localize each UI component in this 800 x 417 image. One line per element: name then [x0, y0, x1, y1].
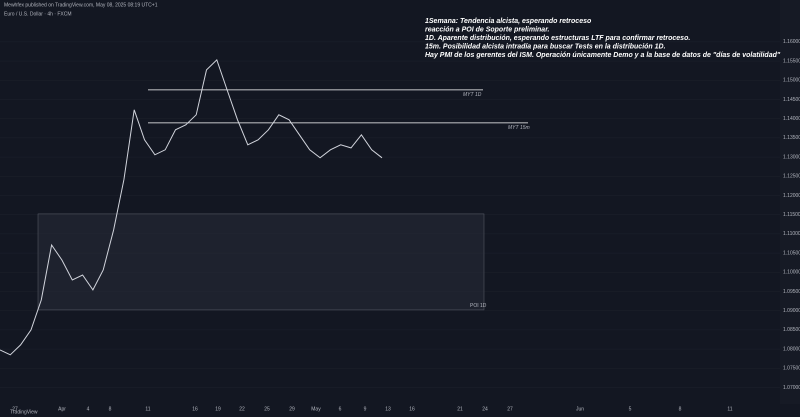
y-tick-label: 1.14000	[783, 116, 800, 122]
x-tick-label: 22	[239, 406, 245, 412]
level-label: MYT 1D	[463, 92, 482, 98]
x-tick-label: Jun	[576, 406, 584, 412]
x-tick-label: 8	[109, 406, 112, 412]
x-tick-label: 9	[364, 406, 367, 412]
y-tick-label: 1.14500	[783, 97, 800, 103]
y-tick-label: 1.07000	[783, 385, 800, 391]
level-label: MYT 15m	[508, 125, 530, 131]
y-tick-label: 1.08500	[783, 327, 800, 333]
y-tick-label: 1.15500	[783, 58, 800, 64]
x-tick-label: 25	[264, 406, 270, 412]
x-tick-label: May	[311, 406, 321, 412]
x-tick-label: 4	[87, 406, 90, 412]
x-tick-label: 8	[679, 406, 682, 412]
x-tick-label: 21	[457, 406, 463, 412]
annotation-line: reacción a POI de Soporte preliminar.	[425, 26, 550, 33]
y-tick-label: 1.12000	[783, 193, 800, 199]
zone-label: POI 1D	[470, 303, 487, 309]
y-tick-label: 1.16000	[783, 39, 800, 45]
x-tick-label: 11	[145, 406, 150, 412]
x-tick-label: 16	[409, 406, 415, 412]
published: Mewhfex published on TradingView.com, Ma…	[4, 2, 158, 8]
y-tick-label: 1.12500	[783, 174, 800, 180]
y-tick-label: 1.08000	[783, 346, 800, 352]
y-tick-label: 1.11500	[783, 212, 800, 218]
x-tick-label: 19	[215, 406, 221, 412]
x-tick-label: 11	[727, 406, 732, 412]
y-tick-label: 1.11000	[783, 231, 800, 237]
x-tick-label: Apr	[58, 406, 66, 412]
x-tick-label: 13	[385, 406, 391, 412]
x-tick-label: 5	[629, 406, 632, 412]
poi-zone	[37, 213, 485, 311]
x-tick-label: 27	[12, 406, 18, 412]
y-tick-label: 1.15000	[783, 78, 800, 84]
x-tick-label: 29	[289, 406, 295, 412]
symbol: Euro / U.S. Dollar · 4h · FXCM	[4, 11, 72, 17]
x-tick-label: 24	[482, 406, 488, 412]
y-tick-label: 1.10000	[783, 270, 800, 276]
price-axis	[780, 0, 800, 404]
y-tick-label: 1.10500	[783, 250, 800, 256]
y-tick-label: 1.09500	[783, 289, 800, 295]
annotation-line: 1D. Aparente distribución, esperando est…	[425, 35, 690, 42]
y-tick-label: 1.13500	[783, 135, 800, 141]
footer: TradingView	[10, 409, 38, 415]
price-line	[0, 58, 383, 356]
annotation-line: Hay PMI de los gerentes del ISM. Operaci…	[425, 52, 781, 59]
y-tick-label: 1.07500	[783, 366, 800, 372]
annotation: 1Semana: Tendencia alcista, esperando re…	[425, 18, 781, 59]
x-tick-label: 6	[339, 406, 342, 412]
x-tick-label: 16	[192, 406, 198, 412]
x-tick-label: 27	[507, 406, 513, 412]
annotation-line: 15m. Posibilidad alcista intradía para b…	[425, 43, 666, 50]
y-tick-label: 1.13000	[783, 154, 800, 160]
annotation-line: 1Semana: Tendencia alcista, esperando re…	[425, 18, 592, 25]
y-tick-label: 1.09000	[783, 308, 800, 314]
